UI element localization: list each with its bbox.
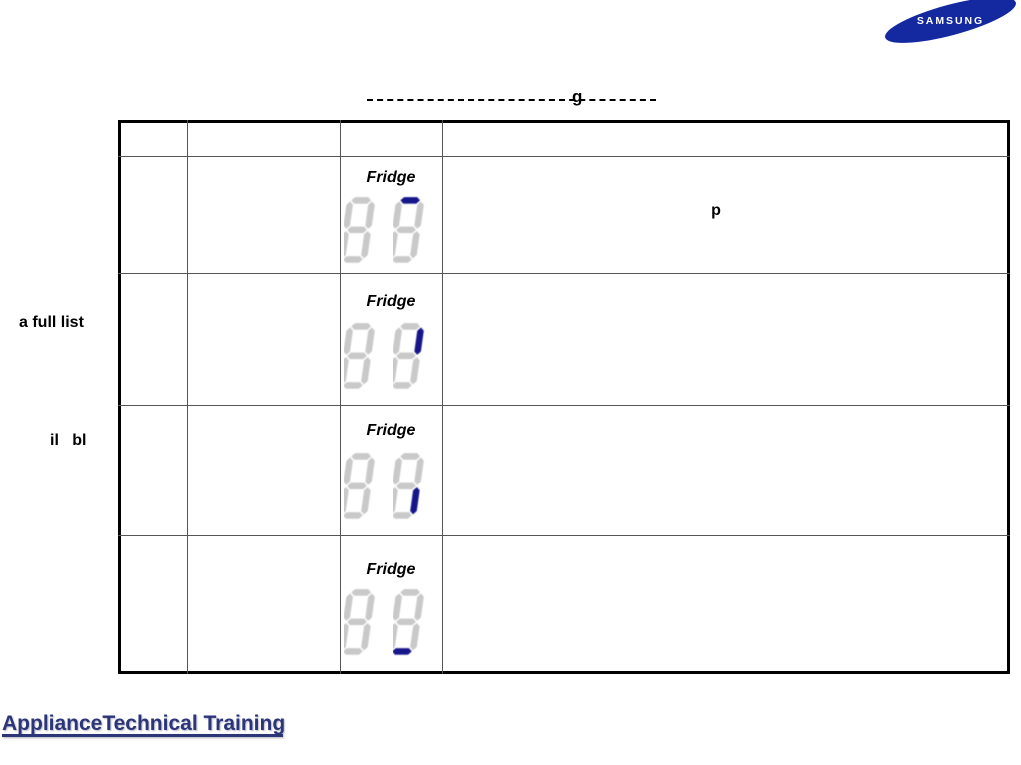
- svg-text:SAMSUNG: SAMSUNG: [917, 16, 984, 27]
